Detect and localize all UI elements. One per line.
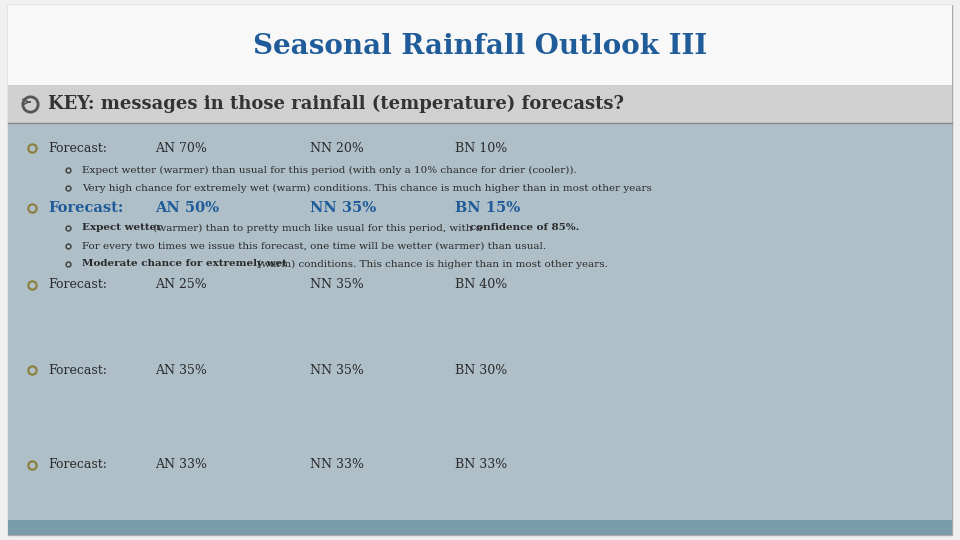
Text: confidence of 85%.: confidence of 85%. [470, 224, 580, 233]
Text: Forecast:: Forecast: [48, 458, 107, 471]
Text: NN 35%: NN 35% [310, 201, 376, 215]
Text: AN 33%: AN 33% [155, 458, 207, 471]
Text: AN 35%: AN 35% [155, 363, 206, 376]
FancyBboxPatch shape [8, 5, 952, 535]
Text: Forecast:: Forecast: [48, 363, 107, 376]
Text: BN 40%: BN 40% [455, 279, 507, 292]
Text: (warmer) than to pretty much like usual for this period, with a: (warmer) than to pretty much like usual … [150, 224, 485, 233]
Text: (warm) conditions. This chance is higher than in most other years.: (warm) conditions. This chance is higher… [254, 259, 608, 268]
Text: Forecast:: Forecast: [48, 279, 107, 292]
Text: AN 70%: AN 70% [155, 141, 206, 154]
Text: AN 50%: AN 50% [155, 201, 219, 215]
Text: Seasonal Rainfall Outlook III: Seasonal Rainfall Outlook III [252, 32, 708, 59]
FancyBboxPatch shape [8, 5, 952, 85]
Text: BN 10%: BN 10% [455, 141, 507, 154]
Text: For every two times we issue this forecast, one time will be wetter (warmer) tha: For every two times we issue this foreca… [82, 241, 546, 251]
Text: NN 35%: NN 35% [310, 363, 364, 376]
Text: NN 35%: NN 35% [310, 279, 364, 292]
Text: Moderate chance for extremely wet: Moderate chance for extremely wet [82, 260, 287, 268]
FancyBboxPatch shape [8, 85, 952, 123]
Text: AN 25%: AN 25% [155, 279, 206, 292]
Text: Very high chance for extremely wet (warm) conditions. This chance is much higher: Very high chance for extremely wet (warm… [82, 184, 652, 193]
Text: Expect wetter: Expect wetter [82, 224, 161, 233]
FancyBboxPatch shape [8, 520, 952, 535]
Text: Forecast:: Forecast: [48, 141, 107, 154]
Text: Expect wetter (warmer) than usual for this period (with only a 10% chance for dr: Expect wetter (warmer) than usual for th… [82, 165, 577, 174]
Text: KEY: messages in those rainfall (temperature) forecasts?: KEY: messages in those rainfall (tempera… [48, 95, 624, 113]
Text: BN 30%: BN 30% [455, 363, 507, 376]
Text: BN 33%: BN 33% [455, 458, 507, 471]
Text: NN 20%: NN 20% [310, 141, 364, 154]
Text: Forecast:: Forecast: [48, 201, 124, 215]
FancyBboxPatch shape [8, 124, 952, 520]
Text: NN 33%: NN 33% [310, 458, 364, 471]
Text: BN 15%: BN 15% [455, 201, 520, 215]
